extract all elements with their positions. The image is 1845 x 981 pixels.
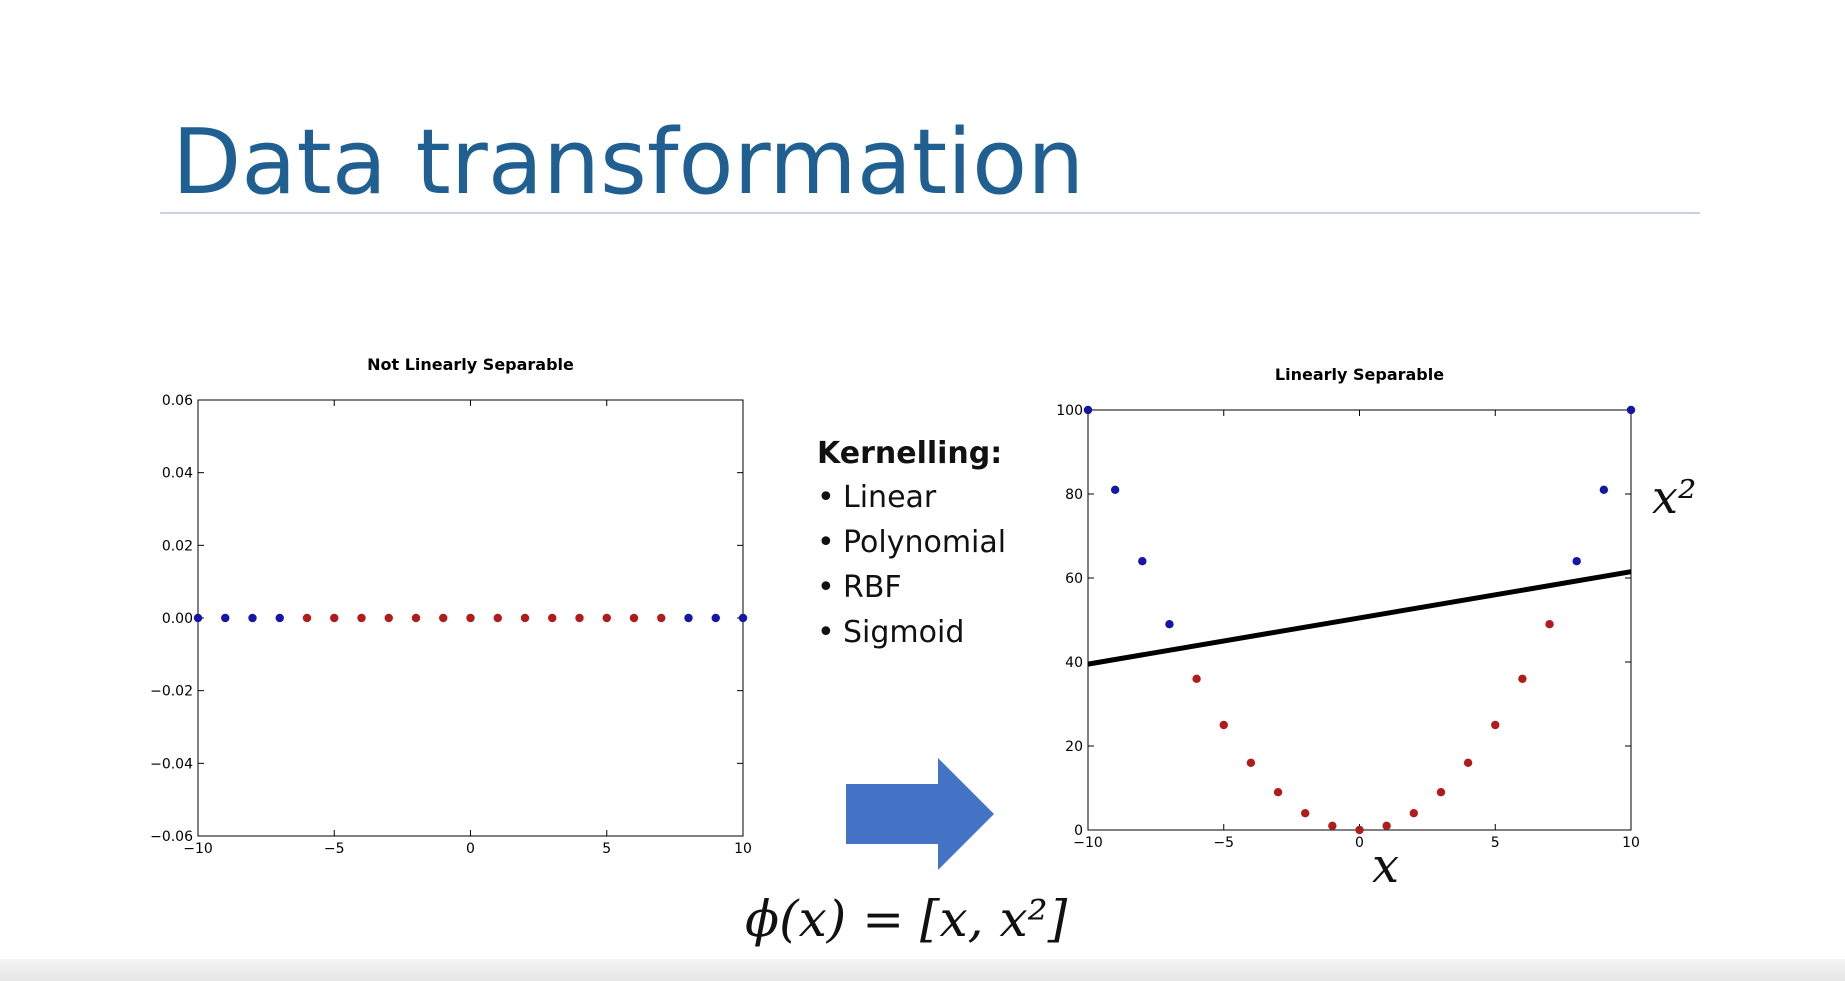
video-bottom-bar xyxy=(0,959,1845,981)
y-tick-label: 0.00 xyxy=(162,611,193,627)
kernel-item-rbf: • RBF xyxy=(817,565,1006,610)
kernelling-list-box: Kernelling: • Linear • Polynomial • RBF • Si… xyxy=(817,436,1006,655)
feature-map-formula: ϕ(x) = [x, x²] xyxy=(745,890,1068,948)
title-divider xyxy=(160,212,1700,214)
data-point xyxy=(493,613,502,623)
data-point xyxy=(684,613,693,623)
kernel-label: Linear xyxy=(843,480,937,515)
y-tick-label: 0.06 xyxy=(162,393,193,409)
slide-title: Data transformation xyxy=(172,110,1085,215)
kernel-label: Polynomial xyxy=(843,525,1007,560)
kernel-label: Sigmoid xyxy=(843,615,965,650)
y-tick-label: 0.04 xyxy=(162,466,193,482)
data-point xyxy=(466,613,475,623)
y-tick-label: −0.06 xyxy=(150,829,193,845)
kernel-label: RBF xyxy=(843,570,902,605)
data-point xyxy=(330,613,339,623)
chart-not-linearly-separable: Not Linearly Separable −10 −5 0 5 10 0.06 0.04 0… xyxy=(150,355,752,857)
chart-title: Not Linearly Separable xyxy=(367,355,574,374)
data-point xyxy=(1491,720,1500,730)
data-point xyxy=(1192,674,1201,683)
data-point xyxy=(1355,825,1364,835)
y-axis-label: x² xyxy=(1652,470,1696,524)
bullet-icon: • xyxy=(817,615,835,650)
bullet-icon: • xyxy=(817,525,835,560)
y-tick-label: 0.02 xyxy=(162,538,193,554)
data-point xyxy=(1436,788,1446,797)
data-point xyxy=(1626,405,1636,415)
data-point xyxy=(1382,821,1391,830)
data-point xyxy=(657,613,666,623)
kernel-list: • Linear • Polynomial • RBF • Sigmoid xyxy=(817,475,1006,655)
y-tick-label: −0.02 xyxy=(150,684,193,700)
data-point xyxy=(1599,485,1609,494)
right-arrow-icon xyxy=(846,758,994,870)
x-tick-label: −10 xyxy=(1073,835,1103,851)
kernel-item-polynomial: • Polynomial xyxy=(817,520,1006,565)
chart-linearly-separable: Linearly Separable −10 −5 0 5 10 100 80 60 40 20 0 xyxy=(1056,365,1640,851)
data-point xyxy=(738,613,748,623)
data-point xyxy=(1409,809,1418,818)
bullet-icon: • xyxy=(817,570,835,605)
data-point xyxy=(221,613,230,623)
data-point xyxy=(275,613,284,623)
data-point xyxy=(1246,758,1256,767)
x-axis-label: x xyxy=(1372,838,1400,894)
data-point xyxy=(384,613,393,623)
data-point xyxy=(711,613,720,623)
data-point xyxy=(548,613,557,623)
data-point xyxy=(1165,620,1174,629)
data-point xyxy=(1463,758,1473,767)
data-point xyxy=(629,613,639,623)
y-tick-label: 20 xyxy=(1065,739,1083,755)
data-point xyxy=(1545,620,1554,629)
x-tick-label: 0 xyxy=(1355,835,1364,851)
y-tick-label: 40 xyxy=(1065,655,1083,671)
kernelling-heading: Kernelling: xyxy=(817,436,1003,471)
y-axis-label-text: x² xyxy=(1652,470,1697,524)
x-tick-label: −5 xyxy=(1213,835,1234,851)
chart-title: Linearly Separable xyxy=(1275,365,1444,384)
y-tick-label: 80 xyxy=(1065,487,1083,503)
x-tick-label: 10 xyxy=(734,841,752,857)
data-point xyxy=(1083,405,1093,415)
data-point xyxy=(1301,809,1310,818)
kernel-item-linear: • Linear xyxy=(817,475,1006,520)
data-point xyxy=(520,613,530,623)
decision-boundary-line xyxy=(1087,569,1632,667)
x-tick-label: 5 xyxy=(1491,835,1500,851)
bullet-icon: • xyxy=(817,480,835,515)
data-point xyxy=(302,613,312,623)
data-point xyxy=(602,613,611,623)
y-tick-label: 60 xyxy=(1065,571,1083,587)
x-tick-label: 10 xyxy=(1622,835,1640,851)
data-point xyxy=(1572,557,1581,566)
data-point xyxy=(248,613,257,623)
y-tick-label: 0 xyxy=(1074,823,1083,839)
data-point xyxy=(1138,557,1147,566)
data-point xyxy=(1518,674,1527,683)
y-tick-label: 100 xyxy=(1056,403,1083,419)
kernel-item-sigmoid: • Sigmoid xyxy=(817,610,1006,655)
data-point xyxy=(357,613,366,623)
x-tick-label: −5 xyxy=(324,841,345,857)
x-tick-label: −10 xyxy=(183,841,213,857)
data-point xyxy=(193,613,203,623)
x-tick-label: 5 xyxy=(602,841,611,857)
data-point xyxy=(439,613,448,623)
data-point xyxy=(1273,788,1283,797)
data-point xyxy=(411,613,421,623)
data-point xyxy=(575,613,584,623)
data-point xyxy=(1219,720,1228,730)
data-point xyxy=(1110,485,1120,494)
x-tick-label: 0 xyxy=(466,841,475,857)
data-point xyxy=(1328,821,1337,830)
y-tick-label: −0.04 xyxy=(150,756,193,772)
